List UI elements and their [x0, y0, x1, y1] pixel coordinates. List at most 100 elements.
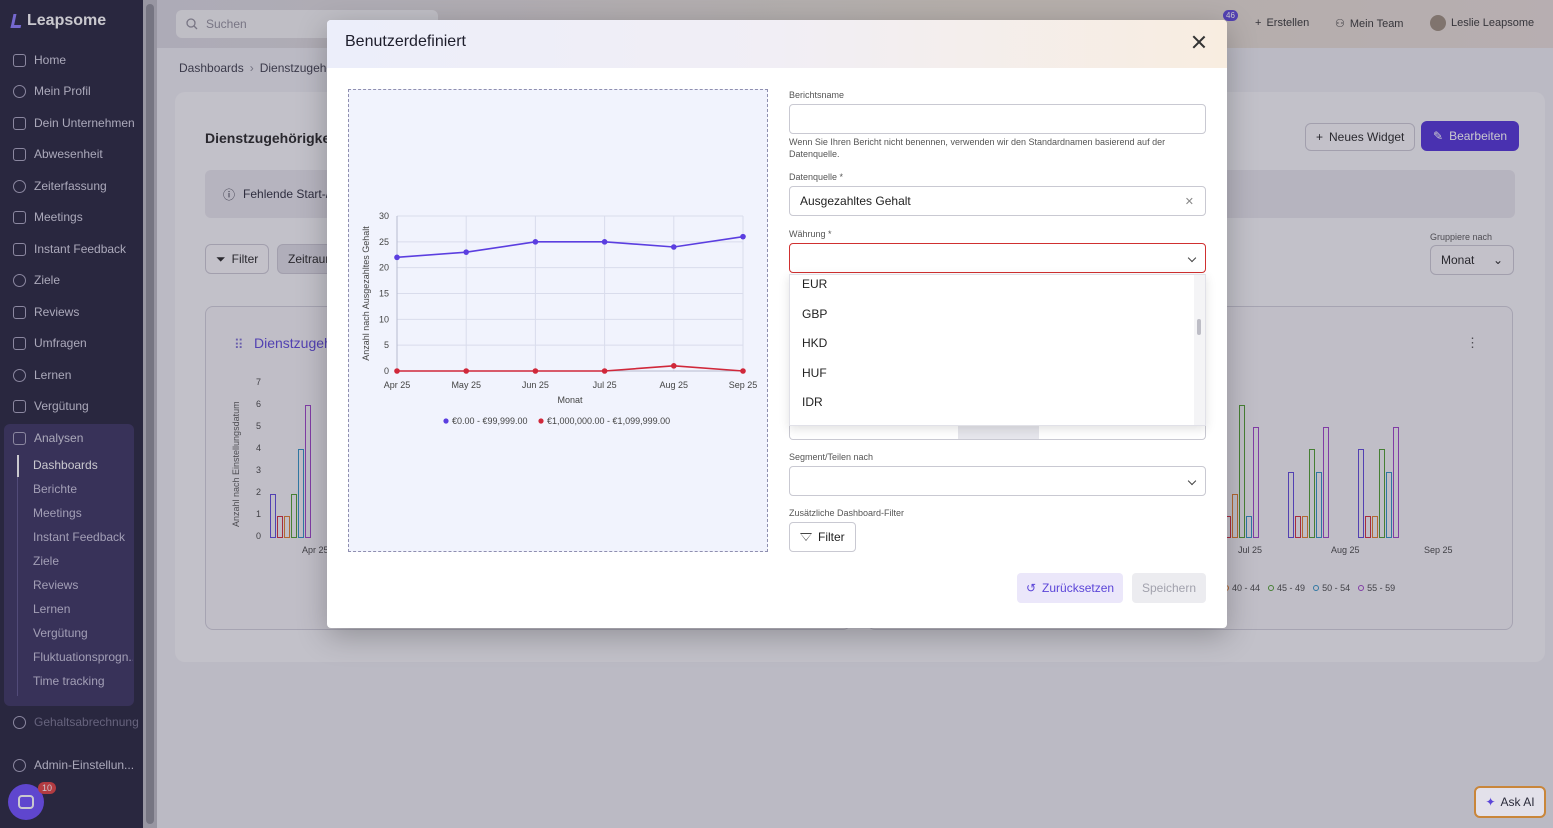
currency-option[interactable]: IDR: [802, 395, 823, 409]
currency-select[interactable]: [789, 243, 1206, 273]
widget-title[interactable]: Dienstzugeh: [254, 335, 332, 351]
create-button[interactable]: + Erstellen: [1255, 17, 1309, 29]
bg-y-tick: 6: [256, 399, 262, 409]
bg-bar: [305, 405, 311, 538]
x-tick-label: Jun 25: [522, 380, 549, 390]
sidebar-item-mein-profil[interactable]: Mein Profil: [0, 78, 143, 104]
datasource-label: Datenquelle *: [789, 172, 844, 182]
submenu-item[interactable]: Time tracking: [33, 674, 105, 688]
report-name-input[interactable]: [789, 104, 1206, 134]
breadcrumb: Dashboards › Dienstzugehö: [179, 61, 333, 75]
submenu-item[interactable]: Dashboards: [33, 458, 98, 472]
bg-bar: [1239, 405, 1245, 538]
sidebar-item-home[interactable]: Home: [0, 47, 143, 73]
ask-ai-label: Ask AI: [1500, 795, 1535, 809]
filter-button[interactable]: ⏷ Filter: [205, 244, 270, 274]
submenu-item[interactable]: Lernen: [33, 602, 71, 616]
x-tick-label: Sep 25: [729, 380, 758, 390]
create-label: Erstellen: [1266, 17, 1310, 29]
submenu-item[interactable]: Instant Feedback: [33, 530, 126, 544]
datasource-select[interactable]: Ausgezahltes Gehalt ✕: [789, 186, 1206, 216]
analytics-icon: [13, 431, 26, 445]
currency-option[interactable]: EUR: [802, 277, 828, 291]
edit-button[interactable]: ✎ Bearbeiten: [1421, 121, 1520, 151]
legend-dot: [538, 418, 544, 424]
bg-y-tick: 0: [256, 531, 262, 541]
plus-icon: +: [1255, 17, 1262, 29]
dropdown-scroll-thumb[interactable]: [1197, 319, 1201, 335]
user-name: Leslie Leapsome: [1451, 17, 1535, 29]
line-chart: 0 5 10 15 20 25 30 Apr 25 May 25 Jun 25 Jul 25 Aug …: [361, 211, 758, 426]
sidebar-item-lernen[interactable]: Lernen: [0, 362, 143, 388]
chat-badge: 10: [38, 782, 57, 794]
data-point: [740, 368, 746, 374]
sidebar-scrollbar[interactable]: [143, 0, 157, 828]
group-by-select[interactable]: Monat ⌄: [1430, 245, 1514, 275]
bg-x-label: Apr 25: [302, 545, 329, 555]
bg-legend-label: 45 - 49: [1277, 583, 1306, 593]
sidebar-item-meetings[interactable]: Meetings: [0, 204, 143, 230]
clear-icon[interactable]: ✕: [1184, 196, 1194, 208]
y-tick-label: 0: [384, 366, 389, 376]
modal-title: Benutzerdefiniert: [345, 33, 466, 50]
sidebar-item-instant-feedback[interactable]: Instant Feedback: [0, 236, 143, 262]
filter-button[interactable]: Filter: [789, 522, 856, 552]
sparkle-icon: ✦: [1485, 795, 1496, 809]
x-tick-label: May 25: [451, 380, 481, 390]
close-icon[interactable]: [1190, 33, 1208, 51]
sidebar-item-reviews[interactable]: Reviews: [0, 299, 143, 325]
segment-select[interactable]: [789, 466, 1206, 496]
more-options-icon[interactable]: ⋮: [1466, 335, 1479, 350]
submenu-item[interactable]: Meetings: [33, 506, 82, 520]
new-widget-button[interactable]: + Neues Widget: [1305, 123, 1416, 151]
sidebar-item-label: Lernen: [34, 368, 72, 382]
legend-dot-icon: [1313, 585, 1320, 591]
meetings-icon: [13, 210, 26, 224]
report-name-label: Berichtsname: [789, 90, 845, 100]
sidebar-item-analysen[interactable]: Analysen: [0, 425, 143, 451]
x-axis-label: Monat: [557, 395, 583, 405]
drag-handle-icon[interactable]: ⠿: [234, 337, 244, 352]
user-menu[interactable]: Leslie Leapsome: [1430, 15, 1534, 31]
save-button[interactable]: Speichern: [1132, 573, 1206, 603]
sidebar-item-payroll[interactable]: Gehaltsabrechnung: [0, 709, 143, 735]
legend-label: €0.00 - €99,999.00: [452, 416, 528, 426]
edit-label: Bearbeiten: [1449, 129, 1508, 143]
brand-logo[interactable]: Leapsome: [10, 12, 106, 30]
sidebar-item-umfragen[interactable]: Umfragen: [0, 330, 143, 356]
bg-bar: [1316, 471, 1322, 538]
breadcrumb-root[interactable]: Dashboards: [179, 61, 244, 75]
submenu-item[interactable]: Fluktuationsprogn...: [33, 650, 133, 664]
sidebar-item-dein-unternehmen[interactable]: Dein Unternehmen: [0, 110, 143, 136]
sidebar-item-abwesenheit[interactable]: Abwesenheit: [0, 141, 143, 167]
submenu-item[interactable]: Reviews: [33, 578, 79, 592]
my-team-button[interactable]: ⚇ Mein Team: [1335, 17, 1404, 31]
avatar: [1430, 15, 1446, 31]
data-point: [532, 368, 539, 374]
new-widget-label: Neues Widget: [1329, 130, 1405, 144]
team-label: Mein Team: [1349, 17, 1404, 30]
data-point: [463, 249, 469, 255]
bg-bar: [1246, 515, 1252, 538]
sidebar-item-admin[interactable]: Admin-Einstellun...: [0, 752, 143, 778]
bg-y-tick: 4: [256, 443, 262, 453]
reset-button[interactable]: ↺ Zurücksetzen: [1017, 573, 1123, 603]
chat-icon: [13, 242, 26, 256]
sidebar-item-zeiterfassung[interactable]: Zeiterfassung: [0, 173, 143, 199]
legend-dot-icon: [1268, 585, 1275, 591]
submenu-item[interactable]: Vergütung: [33, 626, 88, 640]
currency-option[interactable]: HKD: [802, 336, 828, 350]
breadcrumb-current: Dienstzugehö: [259, 61, 334, 75]
currency-option[interactable]: HUF: [802, 365, 827, 380]
submenu-item[interactable]: Ziele: [33, 554, 60, 568]
submenu-item[interactable]: Berichte: [33, 482, 78, 496]
ask-ai-button[interactable]: ✦ Ask AI: [1474, 786, 1546, 818]
sidebar-item-ziele[interactable]: Ziele: [0, 267, 143, 293]
currency-dropdown: EUR GBP HKD HUF IDR: [789, 274, 1206, 426]
pen-icon: [13, 305, 26, 319]
bg-chart-right: [1218, 383, 1488, 538]
search-icon: [186, 18, 198, 30]
sidebar-item-verg-tung[interactable]: Vergütung: [0, 393, 143, 419]
currency-option[interactable]: GBP: [802, 306, 828, 321]
dropdown-scroll-track[interactable]: [1194, 275, 1205, 425]
